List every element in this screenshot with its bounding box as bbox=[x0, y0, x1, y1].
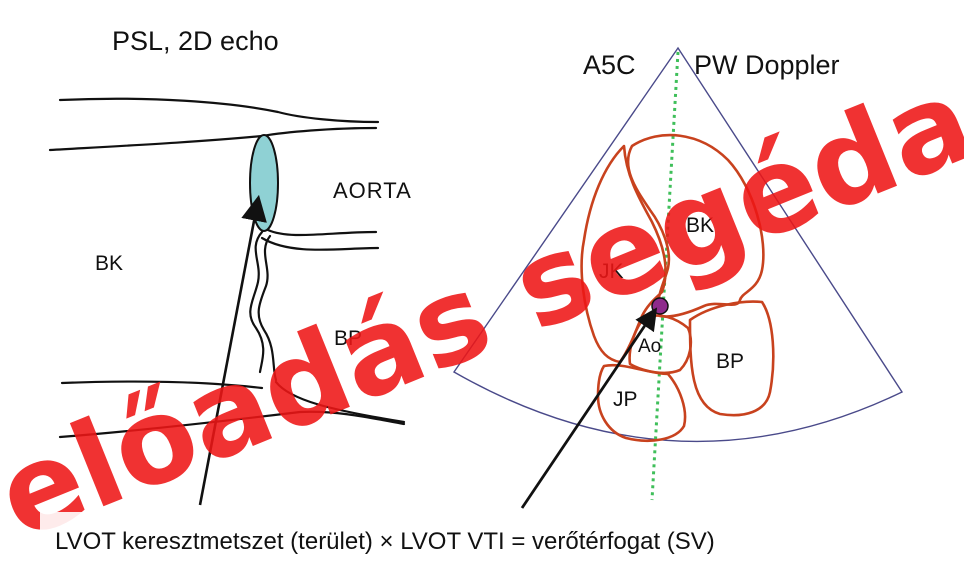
anterior-wall-inner bbox=[48, 126, 378, 152]
rv-chamber-outline bbox=[580, 144, 667, 364]
aorta-posterior-wall bbox=[266, 228, 378, 237]
ao-outline bbox=[628, 314, 693, 375]
a5c-jk-label: JK bbox=[599, 260, 624, 283]
psl-bp-label: BP bbox=[334, 327, 362, 350]
doppler-mode-label: PW Doppler bbox=[694, 50, 840, 80]
lvot-area-arrow bbox=[198, 194, 267, 506]
a5c-panel: A5C PW Doppler BK JK Ao BP JP bbox=[452, 46, 904, 509]
a5c-view-label: A5C bbox=[583, 50, 636, 80]
sv-formula: LVOT keresztmetszet (terület) × LVOT VTI… bbox=[55, 528, 715, 555]
anterior-wall-outline bbox=[58, 97, 380, 124]
a5c-bp-label: BP bbox=[716, 350, 744, 373]
posterior-wall-upper bbox=[60, 380, 264, 390]
la-chamber-outline bbox=[688, 300, 775, 417]
a5c-jp-label: JP bbox=[613, 388, 638, 411]
lvot-vti-arrow bbox=[520, 307, 658, 509]
psl-panel: PSL, 2D echo AORTA BK BP bbox=[48, 26, 412, 506]
formula-backdrop bbox=[40, 512, 920, 558]
ultrasound-sector bbox=[452, 46, 904, 443]
aorta-posterior-wall-outer bbox=[260, 236, 380, 251]
septum-outline bbox=[249, 230, 265, 374]
a5c-bk-label: BK bbox=[686, 214, 714, 237]
lv-chamber-outline bbox=[626, 133, 765, 318]
posterior-wall-lower bbox=[274, 380, 406, 424]
a5c-ao-label: Ao bbox=[638, 336, 661, 357]
septum-outline-inner bbox=[257, 234, 278, 382]
psl-bk-label: BK bbox=[95, 252, 123, 275]
psl-title: PSL, 2D echo bbox=[112, 26, 279, 56]
aorta-label: AORTA bbox=[333, 178, 412, 203]
posterior-wall-base bbox=[58, 410, 406, 439]
